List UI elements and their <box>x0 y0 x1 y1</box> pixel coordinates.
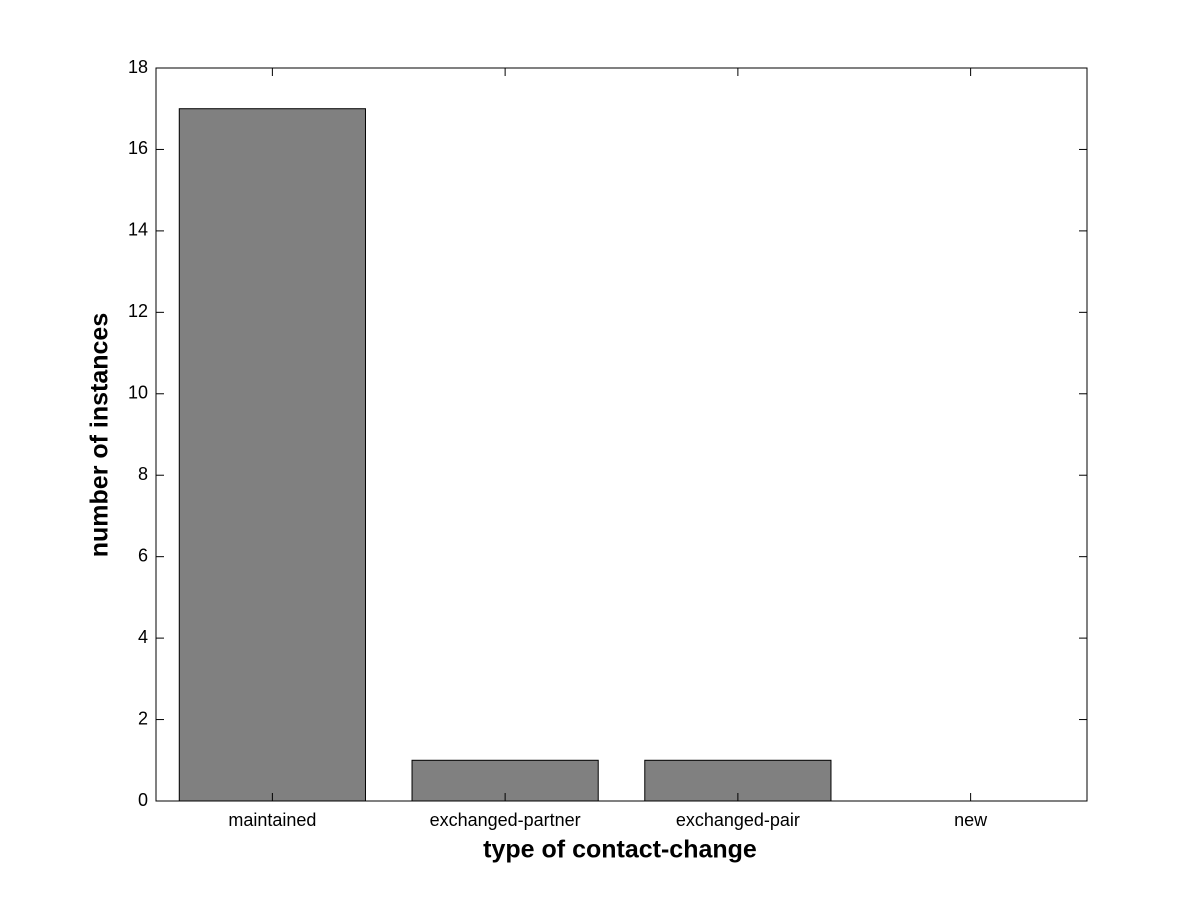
y-tick-label: 6 <box>138 545 148 565</box>
x-tick-label: new <box>954 810 988 830</box>
y-tick-label: 2 <box>138 708 148 728</box>
x-tick-label: exchanged-partner <box>430 810 581 830</box>
y-tick-label: 12 <box>128 301 148 321</box>
y-tick-label: 14 <box>128 220 148 240</box>
x-tick-label: exchanged-pair <box>676 810 800 830</box>
y-tick-label: 10 <box>128 383 148 403</box>
x-tick-label: maintained <box>228 810 316 830</box>
y-tick-label: 8 <box>138 464 148 484</box>
y-tick-label: 18 <box>128 57 148 77</box>
y-tick-label: 16 <box>128 138 148 158</box>
x-axis-label: type of contact-change <box>483 836 757 864</box>
bar <box>178 108 366 802</box>
y-tick-label: 0 <box>138 790 148 810</box>
y-axis-label: number of instances <box>86 313 114 558</box>
y-tick-label: 4 <box>138 627 148 647</box>
